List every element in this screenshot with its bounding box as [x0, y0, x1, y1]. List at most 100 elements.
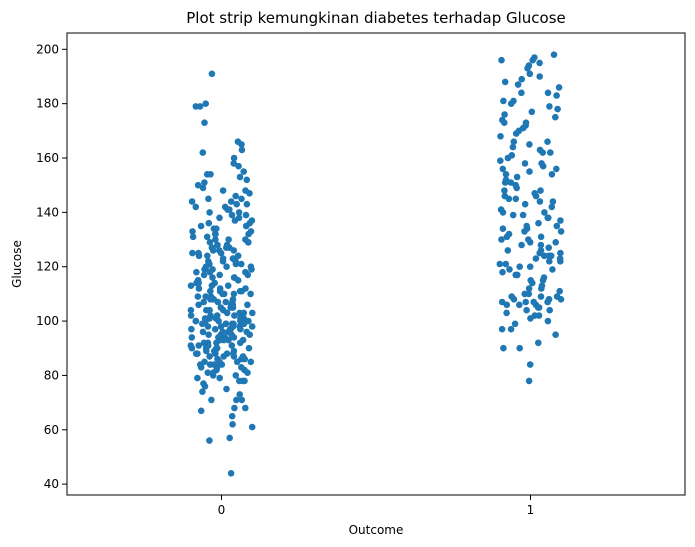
data-point: [206, 353, 213, 360]
data-point: [238, 396, 246, 404]
data-point: [216, 271, 223, 279]
data-point: [197, 407, 205, 415]
data-point: [510, 138, 518, 145]
data-point: [195, 249, 202, 257]
data-point: [247, 228, 255, 235]
data-point: [519, 211, 527, 219]
data-point: [238, 195, 245, 203]
data-point: [230, 160, 237, 167]
data-point: [208, 244, 216, 251]
data-point: [205, 331, 212, 339]
data-point: [521, 200, 529, 208]
data-point: [540, 274, 548, 281]
data-point: [538, 282, 546, 290]
y-tick-label: 40: [44, 477, 59, 491]
data-point: [200, 298, 207, 306]
data-point: [242, 268, 249, 276]
data-point: [232, 192, 239, 200]
data-point: [512, 271, 519, 279]
data-point: [536, 59, 543, 67]
y-axis: 40 60 80 100 120 140 160 180 200: [36, 42, 67, 491]
data-point: [526, 361, 534, 368]
data-point: [518, 75, 525, 83]
data-point: [506, 266, 513, 273]
data-point: [202, 293, 209, 300]
data-point: [243, 176, 251, 184]
data-point: [531, 54, 538, 61]
data-point: [216, 214, 223, 222]
data-point: [242, 404, 249, 412]
data-point: [194, 181, 202, 189]
data-point: [234, 252, 242, 260]
y-axis-label: Glucose: [10, 240, 24, 288]
data-point: [530, 298, 537, 306]
data-point: [502, 171, 510, 178]
data-point: [547, 149, 554, 156]
data-point: [230, 154, 238, 162]
data-point: [509, 211, 517, 219]
data-point: [537, 233, 545, 241]
data-point: [501, 111, 508, 118]
data-point: [556, 255, 564, 262]
data-point: [204, 323, 212, 330]
data-point: [557, 249, 564, 257]
data-point: [499, 116, 506, 124]
data-point: [216, 285, 224, 292]
data-point: [525, 290, 533, 298]
data-point: [556, 287, 563, 295]
data-point: [242, 236, 249, 243]
data-point: [538, 160, 545, 167]
data-point: [238, 146, 246, 154]
data-point: [216, 374, 223, 382]
data-point: [552, 113, 559, 121]
data-point: [232, 372, 240, 379]
data-point: [206, 437, 213, 444]
data-point: [525, 377, 533, 385]
data-point: [187, 282, 195, 290]
data-point: [210, 361, 218, 368]
data-point: [523, 306, 530, 314]
data-point: [238, 364, 245, 371]
x-axis-label: Outcome: [349, 523, 404, 537]
data-point: [206, 239, 214, 246]
data-point: [501, 78, 509, 86]
data-point: [195, 342, 202, 349]
data-point: [199, 149, 207, 156]
data-point: [215, 247, 223, 254]
data-point: [212, 236, 219, 243]
data-point: [546, 258, 553, 265]
data-point: [502, 176, 510, 184]
data-point: [223, 385, 230, 393]
data-point: [549, 198, 557, 205]
data-point: [548, 203, 556, 211]
data-point: [214, 241, 221, 249]
data-point: [247, 290, 254, 298]
data-point: [557, 217, 564, 224]
data-point: [203, 233, 211, 241]
data-point: [239, 377, 247, 385]
data-point: [545, 296, 553, 303]
data-point: [496, 260, 504, 268]
data-point: [228, 412, 236, 420]
data-point: [510, 97, 517, 105]
data-point: [547, 252, 555, 260]
data-point: [227, 198, 235, 205]
data-point: [201, 179, 208, 186]
data-point: [499, 165, 507, 173]
data-point: [201, 358, 208, 366]
data-point: [200, 339, 208, 347]
data-point: [554, 105, 561, 113]
data-point: [522, 298, 529, 306]
data-point: [238, 260, 245, 268]
data-point: [227, 470, 235, 477]
data-point: [204, 369, 212, 377]
data-point: [498, 325, 506, 333]
data-point: [195, 285, 203, 292]
data-point: [544, 89, 552, 97]
data-point: [245, 344, 253, 352]
data-point: [535, 219, 542, 227]
data-point: [192, 103, 200, 110]
data-point: [188, 325, 195, 333]
